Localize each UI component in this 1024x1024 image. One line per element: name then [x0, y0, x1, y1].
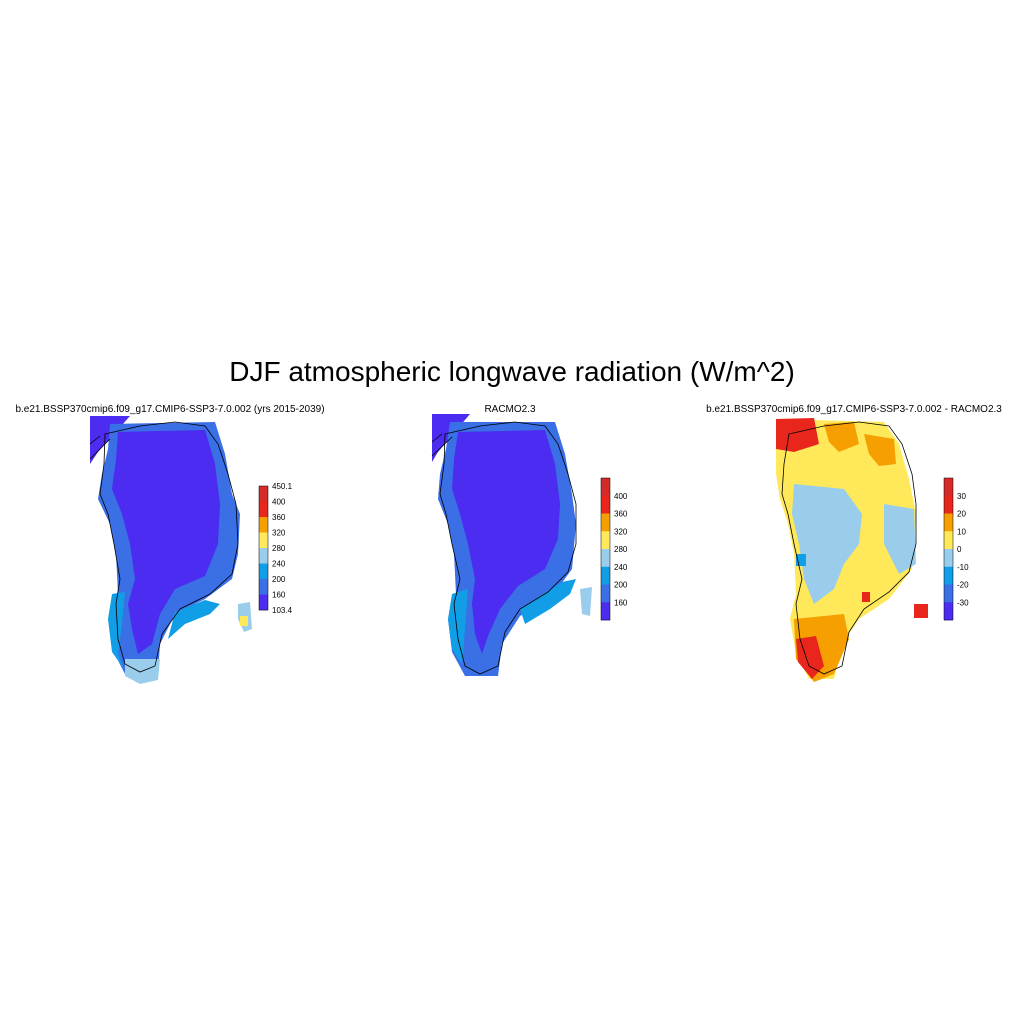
colorbar-tick-label: 103.4 [272, 606, 293, 615]
colorbar-swatch [601, 566, 610, 585]
panel-model: b.e21.BSSP370cmip6.f09_g17.CMIP6-SSP3-7.… [0, 404, 340, 694]
coastline [431, 433, 453, 457]
colorbar-swatch [944, 549, 953, 568]
colorbar: 450.1 400 360 320 280 240 200 160 103.4 [258, 482, 293, 615]
colorbar-swatch [259, 501, 268, 518]
colorbar-tick-label: 280 [614, 545, 628, 554]
colorbar: 30 20 10 0 -10 -20 -30 [943, 477, 969, 621]
colorbar-swatch [259, 563, 268, 580]
map-region [792, 484, 862, 604]
colorbar-swatch [601, 495, 610, 514]
colorbar-swatch [944, 513, 953, 532]
map-region [884, 504, 916, 574]
colorbar-tick-label: 240 [272, 560, 286, 569]
map-region [824, 422, 859, 452]
map-region [168, 600, 220, 639]
colorbar-swatch [944, 478, 953, 497]
map-model: 450.1 400 360 320 280 240 200 160 103.4 [89, 416, 293, 684]
map-region [776, 418, 819, 452]
map-region [452, 430, 560, 654]
colorbar-border [600, 477, 611, 621]
colorbar-tick-label: 240 [614, 563, 628, 572]
colorbar-tick-label: 30 [957, 492, 966, 501]
map-region [796, 554, 806, 566]
colorbar-tick-label: 360 [272, 513, 286, 522]
map-region [580, 587, 592, 616]
colorbar-swatch [259, 579, 268, 595]
panel-difference: b.e21.BSSP370cmip6.f09_g17.CMIP6-SSP3-7.… [684, 404, 1024, 694]
colorbar-swatch [259, 548, 268, 564]
colorbar-tick-label: 450.1 [272, 482, 293, 491]
colorbar-swatch [601, 549, 610, 568]
colorbar-tick-label: 280 [272, 544, 286, 553]
colorbar-tick-label: -10 [957, 563, 969, 572]
map-region [432, 414, 470, 462]
map-region [240, 616, 248, 626]
coastline [439, 421, 577, 675]
colorbar-swatch [259, 517, 268, 533]
colorbar-swatch [944, 531, 953, 550]
colorbar-swatch [944, 495, 953, 514]
map-region [448, 589, 468, 664]
map-region [108, 592, 125, 669]
panel-racmo: RACMO2.3 400 360 320 280 240 200 160 [340, 404, 680, 694]
colorbar-tick-label: 200 [614, 581, 628, 590]
panel-title: RACMO2.3 [484, 404, 536, 415]
colorbar-border [258, 485, 269, 611]
colorbar-tick-label: 200 [272, 575, 286, 584]
colorbar-swatch [601, 513, 610, 532]
colorbar-swatch [259, 486, 268, 502]
colorbar-swatch [601, 602, 610, 621]
colorbar-tick-label: 160 [272, 591, 286, 600]
colorbar-tick-label: -30 [957, 598, 969, 607]
map-region [125, 659, 160, 684]
map-region [112, 430, 220, 654]
panel-title: b.e21.BSSP370cmip6.f09_g17.CMIP6-SSP3-7.… [15, 404, 325, 415]
colorbar-tick-label: 20 [957, 510, 966, 519]
colorbar-swatch [259, 594, 268, 611]
colorbar: 400 360 320 280 240 200 160 [600, 477, 628, 621]
colorbar-swatch [601, 584, 610, 603]
colorbar-swatch [944, 566, 953, 585]
colorbar-tick-label: -20 [957, 581, 969, 590]
map-region [914, 604, 928, 618]
map-region [90, 416, 130, 464]
colorbar-border [943, 477, 954, 621]
colorbar-swatch [259, 532, 268, 549]
map-difference: 30 20 10 0 -10 -20 -30 [776, 418, 969, 682]
panel-title: b.e21.BSSP370cmip6.f09_g17.CMIP6-SSP3-7.… [706, 404, 1002, 415]
colorbar-tick-label: 160 [614, 598, 628, 607]
coastline [89, 435, 111, 460]
map-region [862, 592, 870, 602]
map-racmo: 400 360 320 280 240 200 160 [431, 414, 628, 676]
coastline [99, 421, 239, 673]
map-region [520, 579, 576, 624]
colorbar-swatch [944, 602, 953, 621]
colorbar-tick-label: 360 [614, 510, 628, 519]
colorbar-tick-label: 0 [957, 545, 962, 554]
colorbar-swatch [944, 584, 953, 603]
figure-title: DJF atmospheric longwave radiation (W/m^… [229, 356, 795, 387]
colorbar-tick-label: 400 [272, 498, 286, 507]
colorbar-tick-label: 400 [614, 492, 628, 501]
colorbar-tick-label: 320 [614, 527, 628, 536]
colorbar-tick-label: 10 [957, 527, 966, 536]
coastline [781, 421, 917, 675]
map-region [864, 434, 896, 466]
colorbar-tick-label: 320 [272, 529, 286, 538]
colorbar-swatch [601, 531, 610, 550]
colorbar-swatch [601, 478, 610, 497]
